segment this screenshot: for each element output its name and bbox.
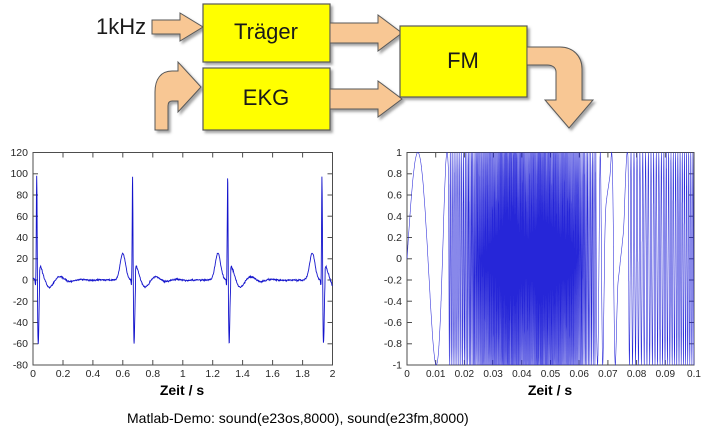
svg-text:-20: -20	[13, 296, 28, 308]
svg-text:0.1: 0.1	[687, 369, 701, 380]
svg-text:0.07: 0.07	[598, 369, 618, 380]
svg-text:-0.6: -0.6	[384, 317, 402, 329]
svg-text:Matlab-Demo: sound(e23os,8000: Matlab-Demo: sound(e23os,8000), sound(e2…	[127, 410, 469, 426]
svg-text:40: 40	[16, 232, 28, 244]
svg-text:-40: -40	[13, 317, 28, 329]
svg-text:0.8: 0.8	[387, 168, 402, 180]
svg-text:0: 0	[30, 368, 36, 380]
svg-text:2: 2	[330, 368, 336, 380]
svg-text:0.01: 0.01	[426, 369, 446, 380]
svg-text:-80: -80	[13, 360, 28, 372]
svg-text:0.02: 0.02	[455, 369, 475, 380]
svg-text:0.09: 0.09	[656, 369, 676, 380]
svg-text:Zeit / s: Zeit / s	[528, 382, 573, 398]
svg-text:1: 1	[396, 147, 402, 159]
svg-text:0.06: 0.06	[569, 369, 589, 380]
svg-text:80: 80	[16, 190, 28, 202]
svg-text:0.08: 0.08	[627, 369, 647, 380]
svg-text:-0.2: -0.2	[384, 275, 402, 287]
svg-text:20: 20	[16, 253, 28, 265]
svg-text:0.4: 0.4	[86, 368, 101, 380]
svg-text:0: 0	[22, 275, 28, 287]
svg-text:60: 60	[16, 211, 28, 223]
svg-text:0.03: 0.03	[483, 369, 503, 380]
svg-text:-0.4: -0.4	[384, 296, 402, 308]
svg-text:0.4: 0.4	[387, 211, 402, 223]
svg-text:0: 0	[404, 369, 410, 380]
svg-text:0.04: 0.04	[512, 369, 532, 380]
svg-text:-0.8: -0.8	[384, 338, 402, 350]
svg-text:1: 1	[180, 368, 186, 380]
svg-text:0.6: 0.6	[387, 190, 402, 202]
svg-text:0.2: 0.2	[387, 232, 402, 244]
svg-text:1.4: 1.4	[235, 368, 250, 380]
svg-text:1.2: 1.2	[205, 368, 220, 380]
svg-text:Zeit / s: Zeit / s	[160, 382, 205, 398]
svg-text:-60: -60	[13, 338, 28, 350]
svg-text:120: 120	[10, 147, 28, 159]
svg-text:0.8: 0.8	[145, 368, 160, 380]
svg-text:-1: -1	[393, 360, 402, 372]
svg-text:0.2: 0.2	[56, 368, 71, 380]
svg-text:0.05: 0.05	[541, 369, 561, 380]
svg-text:100: 100	[10, 168, 28, 180]
svg-text:0: 0	[396, 253, 402, 265]
svg-text:0.6: 0.6	[115, 368, 130, 380]
svg-text:1.8: 1.8	[295, 368, 310, 380]
svg-text:1.6: 1.6	[265, 368, 280, 380]
